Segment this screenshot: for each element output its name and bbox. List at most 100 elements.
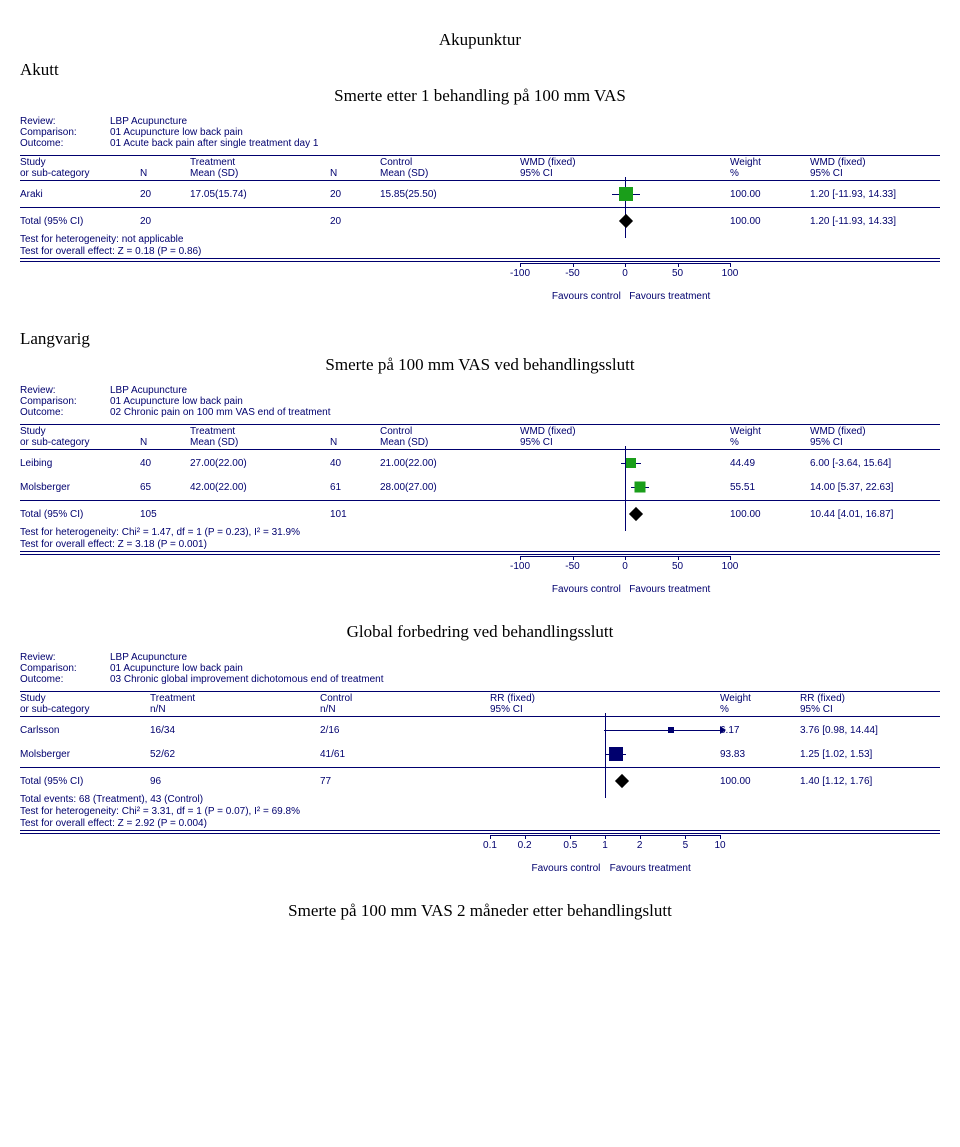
favours-right: Favours treatment bbox=[629, 291, 710, 302]
cell: Araki bbox=[20, 189, 140, 200]
cell: 65 bbox=[140, 482, 190, 493]
column-header: WMD (fixed) 95% CI bbox=[810, 426, 940, 448]
tick-label: -100 bbox=[510, 561, 530, 572]
plot-meta: Review:LBP AcupunctureComparison:01 Acup… bbox=[20, 385, 940, 418]
meta-value: 01 Acupuncture low back pain bbox=[110, 396, 243, 407]
cell: 41/61 bbox=[320, 749, 490, 760]
forest-cell bbox=[520, 503, 730, 525]
meta-value: 01 Acupuncture low back pain bbox=[110, 663, 243, 674]
tick-label: -100 bbox=[510, 268, 530, 279]
cell: Total (95% CI) bbox=[20, 216, 140, 227]
x-axis: -100-50050100 bbox=[520, 556, 730, 584]
meta-label: Outcome: bbox=[20, 674, 110, 685]
cell: 1.40 [1.12, 1.76] bbox=[800, 776, 940, 787]
cell: 96 bbox=[150, 776, 320, 787]
cell: Molsberger bbox=[20, 482, 140, 493]
meta-label: Review: bbox=[20, 116, 110, 127]
favours-left: Favours control bbox=[552, 291, 621, 302]
tick-label: 0 bbox=[622, 561, 628, 572]
footer-text: Test for heterogeneity: not applicable bbox=[20, 234, 940, 245]
plots-container: AkuttSmerte etter 1 behandling på 100 mm… bbox=[20, 60, 940, 877]
footer-text: Test for overall effect: Z = 3.18 (P = 0… bbox=[20, 539, 940, 550]
footer-text: Test for overall effect: Z = 0.18 (P = 0… bbox=[20, 246, 940, 257]
cell: 40 bbox=[140, 458, 190, 469]
cell: 6.17 bbox=[720, 725, 800, 736]
meta-value: 01 Acupuncture low back pain bbox=[110, 127, 243, 138]
meta-value: 02 Chronic pain on 100 mm VAS end of tre… bbox=[110, 407, 331, 418]
cell: 20 bbox=[330, 189, 380, 200]
cell: 100.00 bbox=[730, 189, 810, 200]
bottom-caption: Smerte på 100 mm VAS 2 måneder etter beh… bbox=[20, 901, 940, 921]
tick-label: 0.1 bbox=[483, 840, 497, 851]
cell: 55.51 bbox=[730, 482, 810, 493]
meta-label: Comparison: bbox=[20, 396, 110, 407]
total-row: Total (95% CI)105 101 100.0010.44 [4.01, 1… bbox=[20, 502, 940, 526]
cell: 105 bbox=[140, 509, 190, 520]
tick-label: 100 bbox=[722, 561, 739, 572]
column-header: WMD (fixed) 95% CI bbox=[520, 426, 730, 448]
column-header: WMD (fixed) 95% CI bbox=[520, 157, 730, 179]
cell: Leibing bbox=[20, 458, 140, 469]
tick-label: 100 bbox=[722, 268, 739, 279]
forest-cell bbox=[490, 743, 720, 765]
cell: Molsberger bbox=[20, 749, 150, 760]
favours-row: Favours controlFavours treatment bbox=[490, 863, 720, 877]
favours-row: Favours controlFavours treatment bbox=[520, 584, 730, 598]
total-row: Total (95% CI)2020100.001.20 [-11.93, 14… bbox=[20, 209, 940, 233]
meta-label: Review: bbox=[20, 652, 110, 663]
meta-label: Comparison: bbox=[20, 127, 110, 138]
cell: 1.20 [-11.93, 14.33] bbox=[810, 216, 940, 227]
column-header: RR (fixed) 95% CI bbox=[800, 693, 940, 715]
column-header: WMD (fixed) 95% CI bbox=[810, 157, 940, 179]
meta-label: Outcome: bbox=[20, 407, 110, 418]
column-header: Study or sub-category bbox=[20, 426, 140, 448]
cell: 3.76 [0.98, 14.44] bbox=[800, 725, 940, 736]
tick-label: 10 bbox=[714, 840, 725, 851]
column-header: Weight % bbox=[720, 693, 800, 715]
cell: Total (95% CI) bbox=[20, 509, 140, 520]
cell: 100.00 bbox=[720, 776, 800, 787]
meta-value: LBP Acupuncture bbox=[110, 652, 187, 663]
favours-row: Favours control Favours treatment bbox=[520, 291, 730, 305]
study-row: Carlsson16/342/166.173.76 [0.98, 14.44] bbox=[20, 718, 940, 742]
cell: 93.83 bbox=[720, 749, 800, 760]
footer-text: Test for heterogeneity: Chi² = 1.47, df … bbox=[20, 527, 940, 538]
cell: 15.85(25.50) bbox=[380, 189, 520, 200]
tick-label: 5 bbox=[683, 840, 689, 851]
column-header: Control Mean (SD) bbox=[380, 426, 520, 448]
forest-cell bbox=[520, 476, 730, 498]
forest-cell bbox=[520, 210, 730, 232]
cell: 21.00(22.00) bbox=[380, 458, 520, 469]
cell: 20 bbox=[140, 189, 190, 200]
total-row: Total (95% CI)9677100.001.40 [1.12, 1.76… bbox=[20, 769, 940, 793]
meta-value: 03 Chronic global improvement dichotomou… bbox=[110, 674, 383, 685]
tick-label: 1 bbox=[602, 840, 608, 851]
plot-meta: Review:LBP AcupunctureComparison:01 Acup… bbox=[20, 116, 940, 149]
tick-label: 0 bbox=[622, 268, 628, 279]
axis-row: -100-50050100 bbox=[20, 556, 940, 584]
cell: 16/34 bbox=[150, 725, 320, 736]
tick-label: 0.5 bbox=[563, 840, 577, 851]
cell: 52/62 bbox=[150, 749, 320, 760]
cell: 10.44 [4.01, 16.87] bbox=[810, 509, 940, 520]
tick-label: 2 bbox=[637, 840, 643, 851]
favours-left: Favours control bbox=[552, 584, 621, 595]
header-row: Study or sub-category NTreatment Mean (S… bbox=[20, 426, 940, 448]
cell: 40 bbox=[330, 458, 380, 469]
column-header: Treatment Mean (SD) bbox=[190, 157, 330, 179]
cell: 6.00 [-3.64, 15.64] bbox=[810, 458, 940, 469]
axis-row: -100-50050100 bbox=[20, 263, 940, 291]
cell: 101 bbox=[330, 509, 380, 520]
cell: 100.00 bbox=[730, 509, 810, 520]
cell: 17.05(15.74) bbox=[190, 189, 330, 200]
x-axis: 0.10.20.512510 bbox=[490, 835, 720, 863]
column-header: Control Mean (SD) bbox=[380, 157, 520, 179]
x-axis: -100-50050100 bbox=[520, 263, 730, 291]
cell: 100.00 bbox=[730, 216, 810, 227]
footer-text: Test for heterogeneity: Chi² = 3.31, df … bbox=[20, 806, 940, 817]
footer-text: Total events: 68 (Treatment), 43 (Contro… bbox=[20, 794, 940, 805]
study-row: Leibing4027.00(22.00)4021.00(22.00)44.49… bbox=[20, 451, 940, 475]
column-header: N bbox=[140, 157, 190, 179]
meta-value: 01 Acute back pain after single treatmen… bbox=[110, 138, 318, 149]
cell: 2/16 bbox=[320, 725, 490, 736]
